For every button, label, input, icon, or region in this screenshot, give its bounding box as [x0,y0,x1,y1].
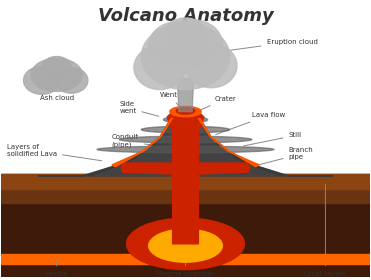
Bar [1,254,370,264]
Text: Branch
pipe: Branch pipe [247,147,313,168]
Bar [1,185,370,204]
Polygon shape [121,163,173,174]
Text: Crust layers: Crust layers [305,184,347,277]
Polygon shape [167,108,204,244]
Text: Magma chamber: Magma chamber [156,261,215,277]
Text: Layers of
solidified Lava: Layers of solidified Lava [7,144,102,161]
Ellipse shape [141,126,230,133]
Ellipse shape [127,218,244,270]
Polygon shape [198,118,259,167]
Ellipse shape [141,24,230,90]
Ellipse shape [42,57,71,78]
Text: Still: Still [243,132,302,146]
Ellipse shape [134,45,186,90]
Text: Went: Went [160,92,180,107]
Text: Side
went: Side went [119,101,159,116]
Text: Eruption cloud: Eruption cloud [214,39,317,52]
Polygon shape [198,163,250,174]
Ellipse shape [176,108,195,114]
Ellipse shape [55,67,88,93]
Polygon shape [93,113,278,176]
Ellipse shape [23,66,60,94]
Bar [1,174,370,189]
Ellipse shape [31,58,82,91]
Text: Montle: Montle [45,261,69,277]
Ellipse shape [186,44,237,88]
Ellipse shape [163,18,208,55]
Ellipse shape [149,22,208,69]
Ellipse shape [170,106,201,117]
Text: Lava flow: Lava flow [216,112,285,134]
Text: Volcano Anatomy: Volcano Anatomy [98,7,273,25]
Polygon shape [38,110,333,176]
Text: Ash cloud: Ash cloud [40,83,74,101]
Text: Conduit
(pipe): Conduit (pipe) [112,134,170,148]
Ellipse shape [119,136,252,143]
Ellipse shape [149,229,222,262]
Ellipse shape [163,20,222,67]
Bar [1,174,370,277]
Polygon shape [112,118,173,167]
Polygon shape [177,78,194,112]
Ellipse shape [97,146,274,153]
Text: Crater: Crater [201,96,237,110]
Ellipse shape [163,116,208,123]
